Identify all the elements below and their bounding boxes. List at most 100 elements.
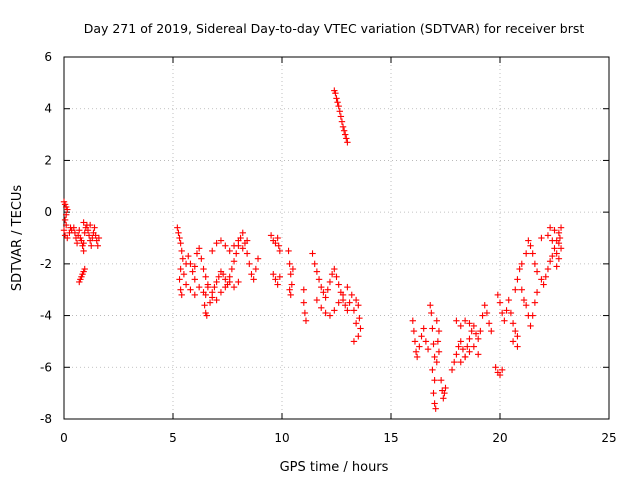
grid-lines [64, 57, 609, 419]
data-point [501, 317, 508, 324]
y-tick-label: -2 [40, 257, 52, 271]
data-point [191, 263, 198, 270]
data-point [531, 299, 539, 306]
data-point [451, 358, 458, 366]
x-tick-label: 5 [169, 431, 177, 445]
data-point [459, 345, 467, 353]
data-point [300, 299, 307, 306]
data-point [301, 309, 309, 317]
data-point [73, 239, 81, 247]
data-point [470, 322, 478, 330]
data-point [235, 237, 242, 244]
data-point [250, 276, 257, 283]
data-point [555, 239, 563, 247]
data-point [355, 333, 362, 340]
data-point [209, 247, 216, 255]
data-point [350, 307, 358, 314]
data-point [505, 296, 512, 304]
data-point [420, 325, 427, 332]
data-point [455, 343, 462, 350]
data-point [70, 224, 78, 231]
data-point [556, 234, 564, 242]
data-point [522, 250, 530, 257]
data-point [88, 242, 95, 249]
data-point [411, 338, 419, 345]
data-point [336, 108, 343, 115]
data-point [457, 322, 464, 330]
data-point [243, 250, 251, 257]
data-point [435, 327, 443, 335]
data-point [233, 250, 240, 257]
data-point [177, 239, 184, 247]
data-point [518, 286, 525, 293]
data-point [340, 127, 348, 134]
data-point [200, 289, 207, 296]
data-point [339, 291, 347, 299]
data-point [442, 384, 449, 392]
data-point [230, 242, 238, 249]
data-point [195, 245, 203, 252]
data-point [333, 273, 340, 280]
data-point [538, 276, 545, 283]
data-point [516, 265, 523, 273]
data-point [466, 335, 473, 343]
data-point [440, 395, 447, 402]
data-point [544, 265, 552, 273]
data-point [309, 250, 316, 257]
data-point [286, 260, 293, 268]
data-point [179, 255, 187, 262]
data-point [215, 273, 222, 280]
x-axis-label: GPS time / hours [280, 460, 389, 475]
data-point [339, 123, 347, 131]
data-point [529, 250, 536, 257]
data-point [413, 353, 421, 361]
data-point [540, 281, 547, 288]
data-point [514, 333, 521, 340]
data-point [195, 283, 203, 291]
data-point [61, 216, 69, 224]
data-point [270, 271, 277, 278]
data-point [488, 327, 495, 335]
data-point [222, 276, 229, 283]
data-point [557, 245, 565, 252]
data-point [177, 265, 184, 273]
data-point [89, 234, 96, 242]
x-tick-label: 15 [383, 431, 398, 445]
data-point [422, 338, 430, 345]
y-tick-label: 2 [44, 153, 52, 167]
data-point [498, 366, 506, 374]
data-point [520, 296, 528, 304]
data-point [344, 283, 351, 291]
data-point [274, 234, 281, 242]
data-point [533, 268, 541, 275]
data-point [94, 242, 101, 249]
chart-title: Day 271 of 2019, Sidereal Day-to-day VTE… [84, 21, 585, 36]
data-point [274, 281, 281, 288]
data-point [555, 229, 563, 237]
data-point [553, 250, 560, 257]
data-point [498, 309, 506, 317]
data-point [267, 232, 275, 239]
data-point [318, 304, 325, 312]
data-point [276, 247, 284, 255]
data-point [252, 265, 260, 273]
data-point [86, 221, 94, 229]
data-point [326, 278, 334, 286]
data-point [418, 333, 425, 340]
data-point [431, 353, 438, 361]
y-axis-label: SDTVAR / TECUs [10, 185, 25, 292]
data-point [514, 276, 521, 283]
data-point [335, 299, 342, 306]
data-point [213, 239, 220, 247]
data-point [324, 286, 331, 293]
data-point [275, 242, 282, 249]
data-point [178, 247, 185, 255]
data-point [538, 234, 545, 242]
data-point [333, 95, 340, 102]
data-point [217, 237, 225, 244]
data-point [355, 302, 362, 309]
data-point [468, 327, 475, 335]
data-point [222, 242, 229, 249]
data-point [433, 358, 440, 366]
